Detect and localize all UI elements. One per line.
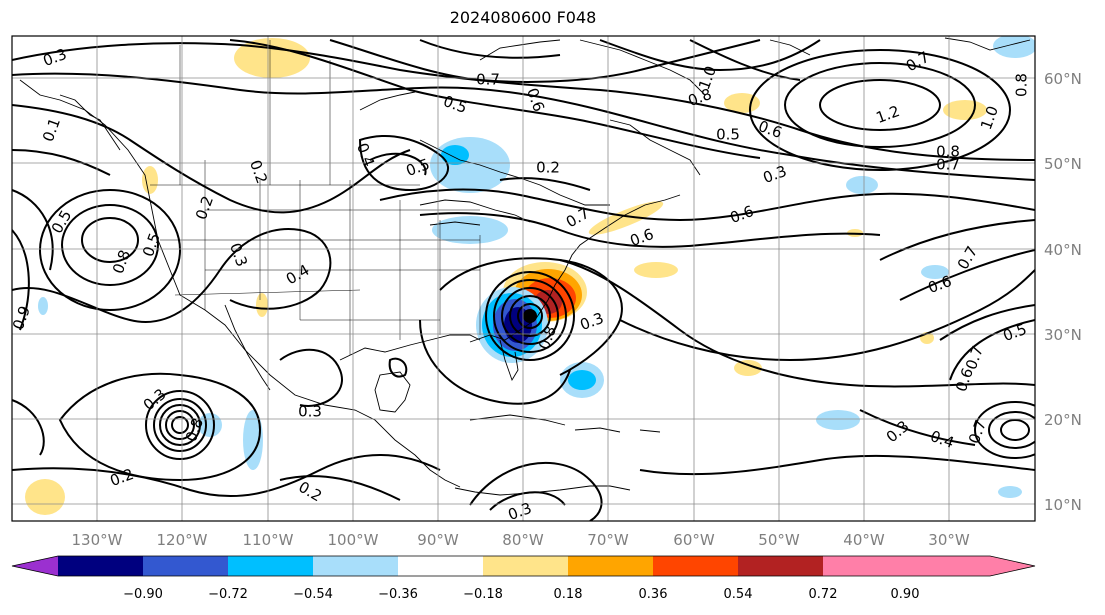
colorbar-segment <box>143 556 228 576</box>
plot-title: 2024080600 F048 <box>449 8 597 27</box>
contour-label: 0.8 <box>936 143 960 161</box>
colorbar-tick-label: 0.90 <box>891 587 920 602</box>
colorbar-segment <box>313 556 398 576</box>
contour-label: 0.7 <box>476 71 500 89</box>
colorbar-tick-label: 0.18 <box>554 587 583 602</box>
colorbar-tick-label: −0.90 <box>123 587 163 602</box>
contour-lines <box>12 39 1035 521</box>
lon-label-130w: 130°W <box>72 531 123 549</box>
lon-label-60w: 60°W <box>673 531 715 549</box>
graticule <box>12 36 1035 521</box>
lat-label-20n: 20°N <box>1044 411 1082 429</box>
colorbar-extend-low <box>12 556 58 576</box>
colorbar-segment <box>568 556 653 576</box>
lat-label-30n: 30°N <box>1044 326 1082 344</box>
colorbar-segment <box>823 556 905 576</box>
colorbar-tick-label: 0.72 <box>809 587 838 602</box>
lon-label-30w: 30°W <box>928 531 970 549</box>
contour-label: 0.3 <box>298 403 322 421</box>
colorbar-segment <box>228 556 313 576</box>
colorbar-tick-label: −0.18 <box>463 587 503 602</box>
lon-label-40w: 40°W <box>843 531 885 549</box>
lon-label-110w: 110°W <box>243 531 294 549</box>
colorbar-segment <box>653 556 738 576</box>
lat-label-10n: 10°N <box>1044 496 1082 514</box>
colorbar-segment <box>738 556 823 576</box>
lon-label-50w: 50°W <box>758 531 800 549</box>
colorbar-tick-label: −0.72 <box>208 587 248 602</box>
contour-label: 0.2 <box>536 159 560 177</box>
colorbar-segment <box>483 556 568 576</box>
political-borders <box>150 40 481 355</box>
lat-label-60n: 60°N <box>1044 70 1082 88</box>
lon-label-100w: 100°W <box>328 531 379 549</box>
contour-label: 0.8 <box>1013 73 1031 97</box>
longitude-labels: 130°W 120°W 110°W 100°W 90°W 80°W 70°W 6… <box>72 531 970 549</box>
lon-label-120w: 120°W <box>157 531 208 549</box>
lon-label-90w: 90°W <box>417 531 459 549</box>
colorbar-segment <box>58 556 143 576</box>
contour-label: 0.5 <box>716 126 740 144</box>
latitude-labels: 60°N 50°N 40°N 30°N 20°N 10°N <box>1044 70 1082 514</box>
colorbar: −0.90 −0.72 −0.54 −0.36 −0.18 0.18 0.36 … <box>11 555 1036 602</box>
lat-label-50n: 50°N <box>1044 155 1082 173</box>
map-frame <box>11 35 1036 522</box>
colorbar-tick-label: 0.54 <box>724 587 753 602</box>
lon-label-70w: 70°W <box>587 531 629 549</box>
lon-label-80w: 80°W <box>502 531 544 549</box>
contour-label: 0.3 <box>506 499 535 524</box>
colorbar-outline <box>11 555 1036 577</box>
colorbar-tick-label: −0.54 <box>293 587 333 602</box>
colorbar-tick-label: −0.36 <box>378 587 418 602</box>
lat-label-40n: 40°N <box>1044 241 1082 259</box>
colorbar-segment <box>398 556 483 576</box>
colorbar-tick-label: 0.36 <box>639 587 668 602</box>
contour-label: 0.7 <box>936 156 960 174</box>
